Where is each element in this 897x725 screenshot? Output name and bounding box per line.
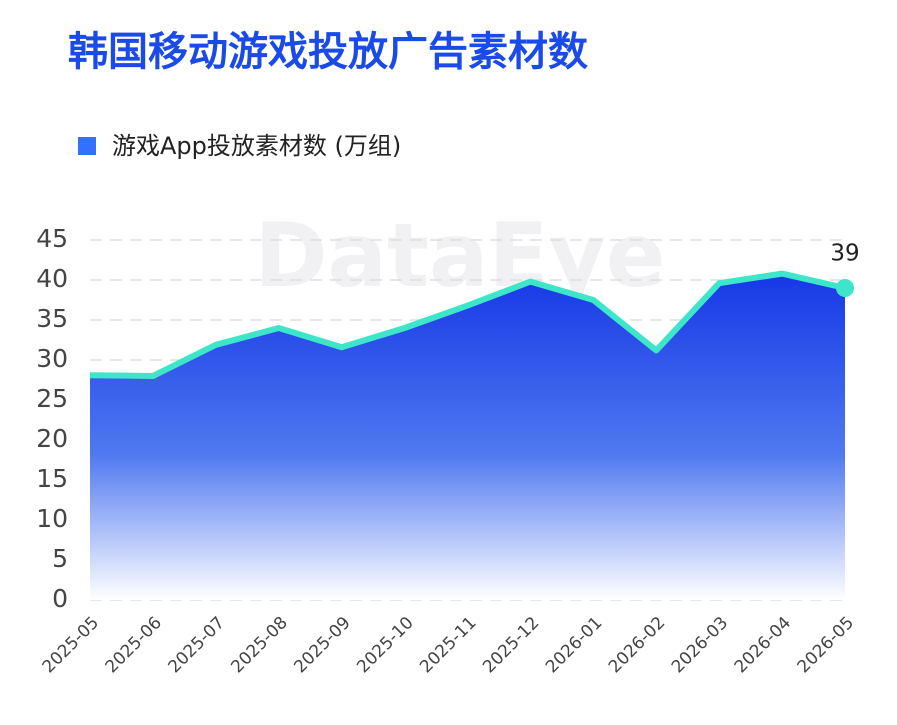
x-tick-label: 2026-04 (731, 613, 795, 677)
y-tick-label: 25 (36, 384, 68, 413)
y-tick-label: 40 (36, 264, 68, 293)
x-tick-label: 2026-02 (605, 613, 669, 677)
y-tick-label: 20 (36, 424, 68, 453)
x-tick-label: 2025-12 (479, 613, 543, 677)
y-tick-label: 35 (36, 304, 68, 333)
x-tick-label: 2026-05 (794, 613, 858, 677)
x-tick-label: 2025-11 (416, 613, 480, 677)
legend-swatch (78, 137, 96, 155)
area (90, 273, 845, 600)
x-tick-label: 2026-03 (668, 613, 732, 677)
y-tick-label: 10 (36, 504, 68, 533)
x-tick-label: 2025-09 (290, 613, 354, 677)
line (89, 270, 846, 379)
y-tick-label: 30 (36, 344, 68, 373)
watermark: DataEye (254, 204, 665, 307)
legend-label: 游戏App投放素材数 (万组) (112, 132, 401, 160)
x-tick-label: 2025-10 (353, 613, 417, 677)
end-point (836, 279, 854, 297)
x-tick-label: 2025-06 (102, 613, 166, 677)
y-tick-label: 0 (52, 584, 68, 613)
x-tick-label: 2025-08 (227, 613, 291, 677)
x-tick-label: 2025-05 (39, 613, 103, 677)
y-tick-label: 15 (36, 464, 68, 493)
x-tick-label: 2025-07 (165, 613, 229, 677)
chart-title: 韩国移动游戏投放广告素材数 (68, 29, 588, 75)
y-tick-label: 45 (36, 224, 68, 253)
y-tick-label: 5 (52, 544, 68, 573)
data-label: 39 (830, 241, 859, 267)
x-tick-label: 2026-01 (542, 613, 606, 677)
